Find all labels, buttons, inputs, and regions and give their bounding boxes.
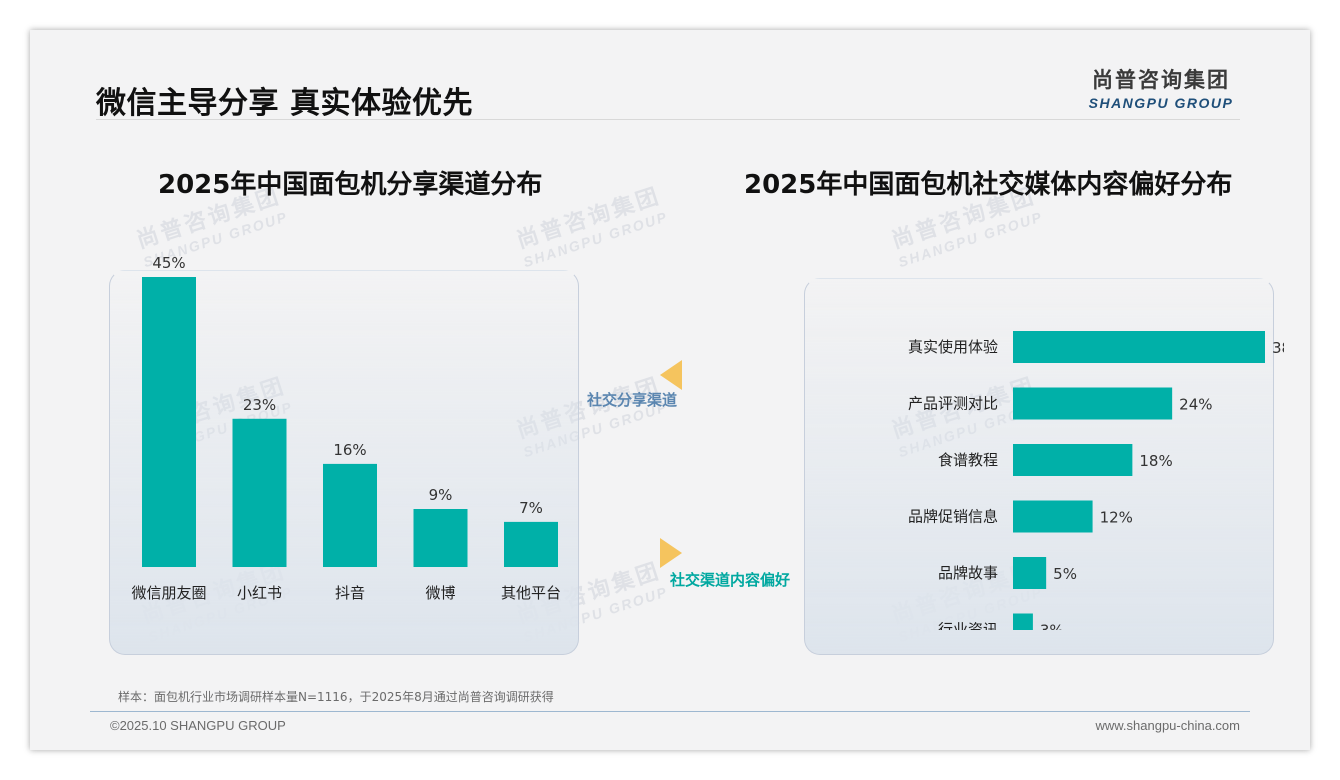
bar	[1013, 557, 1047, 589]
bar	[1013, 387, 1173, 420]
slide: 微信主导分享 真实体验优先 尚普咨询集团 SHANGPU GROUP 尚普咨询集…	[30, 30, 1310, 750]
footer-divider	[90, 711, 1250, 712]
bar	[504, 521, 558, 567]
data-label: 23%	[243, 396, 276, 414]
share-channel-label: 社交分享渠道	[587, 391, 678, 409]
company-logo: 尚普咨询集团 SHANGPU GROUP	[1086, 64, 1236, 111]
content-preference-label: 社交渠道内容偏好	[670, 571, 791, 589]
copyright: ©2025.10 SHANGPU GROUP	[110, 718, 286, 733]
share-channel-bar-chart: 45% 微信朋友圈 23% 小红书 16% 抖音 9% 微博 7% 其他平台	[131, 254, 561, 602]
page-title: 微信主导分享 真实体验优先	[96, 86, 473, 121]
content-arrow-shape	[660, 538, 682, 568]
bar	[323, 463, 377, 567]
category-label: 微信朋友圈	[131, 584, 206, 602]
content-preference-bar-chart: 真实使用体验 38% 产品评测对比 24% 食谱教程 18% 品牌促销信息 12% 品牌故事 5%…	[908, 331, 1284, 631]
bar	[1013, 613, 1033, 630]
bar	[1013, 500, 1093, 533]
category-label: 品牌故事	[938, 564, 998, 582]
header-divider	[96, 119, 1240, 120]
category-label: 小红书	[237, 584, 282, 602]
share-arrow-shape	[660, 360, 682, 390]
category-label: 微博	[425, 584, 455, 602]
bar	[413, 509, 468, 567]
category-label: 产品评测对比	[908, 395, 998, 413]
logo-english: SHANGPU GROUP	[1088, 95, 1234, 111]
data-label: 7%	[519, 499, 543, 517]
data-label: 18%	[1139, 452, 1172, 470]
category-label: 真实使用体验	[908, 338, 998, 356]
data-label: 38%	[1272, 339, 1284, 357]
data-label: 45%	[152, 254, 185, 272]
data-label: 9%	[429, 486, 453, 504]
data-label: 5%	[1053, 565, 1077, 583]
website-link: www.shangpu-china.com	[1095, 718, 1240, 733]
data-label: 3%	[1040, 622, 1064, 631]
left-chart-title: 2025年中国面包机分享渠道分布	[158, 170, 543, 200]
sample-note: 样本：面包机行业市场调研样本量N=1116，于2025年8月通过尚普咨询调研获得	[118, 690, 554, 704]
category-label: 品牌促销信息	[908, 508, 998, 526]
bar	[232, 418, 287, 567]
data-label: 24%	[1179, 396, 1212, 414]
content-arrow-icon	[660, 538, 682, 568]
logo-chinese: 尚普咨询集团	[1092, 68, 1230, 92]
data-label: 12%	[1100, 509, 1133, 527]
category-label: 其他平台	[501, 584, 561, 602]
bar	[1013, 331, 1265, 363]
bar	[1013, 444, 1133, 476]
category-label: 行业资讯	[938, 621, 998, 631]
right-chart-title: 2025年中国面包机社交媒体内容偏好分布	[744, 170, 1233, 200]
bar	[142, 277, 196, 567]
data-label: 16%	[333, 441, 366, 459]
category-label: 食谱教程	[938, 451, 998, 469]
share-arrow-icon	[660, 360, 682, 390]
category-label: 抖音	[335, 584, 365, 602]
